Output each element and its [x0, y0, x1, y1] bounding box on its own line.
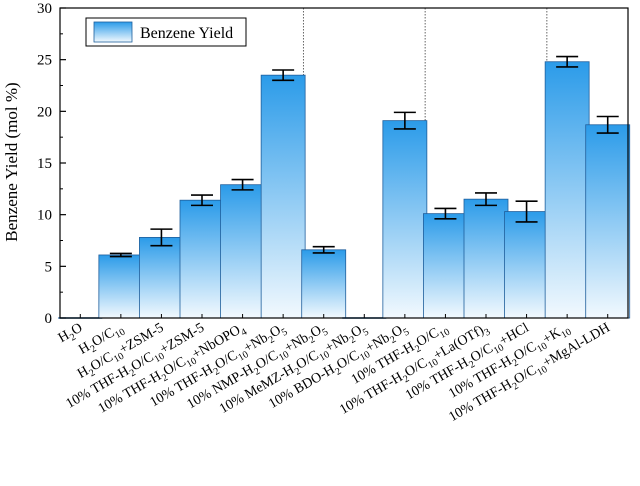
bar: [139, 236, 184, 319]
axes: [59, 7, 629, 319]
bar: [301, 249, 347, 319]
error-bars: [109, 55, 619, 258]
bar: [463, 198, 509, 319]
y-tick-label: 5: [45, 259, 53, 275]
legend-label: Benzene Yield: [140, 25, 233, 42]
bar: [423, 213, 468, 319]
bar: [179, 199, 225, 319]
bar: [544, 61, 590, 319]
legend-swatch: [93, 21, 133, 43]
legend: Benzene Yield: [85, 17, 247, 47]
bars: [58, 61, 631, 319]
y-tick-labels: 0 5 10 15 20 25 30: [37, 1, 52, 327]
bar: [98, 254, 144, 319]
bar: [585, 124, 631, 319]
bar: [260, 74, 306, 319]
y-tick-label: 20: [37, 104, 52, 120]
bar: [220, 184, 265, 319]
y-tick-label: 10: [37, 208, 52, 224]
bar: [382, 120, 428, 319]
bar: [504, 211, 549, 319]
y-axis-label: Benzene Yield (mol %): [2, 82, 21, 241]
y-tick-label: 25: [37, 53, 52, 69]
y-tick-label: 15: [37, 156, 52, 172]
y-tick-label: 30: [37, 1, 52, 17]
y-tick-label: 0: [45, 311, 53, 327]
